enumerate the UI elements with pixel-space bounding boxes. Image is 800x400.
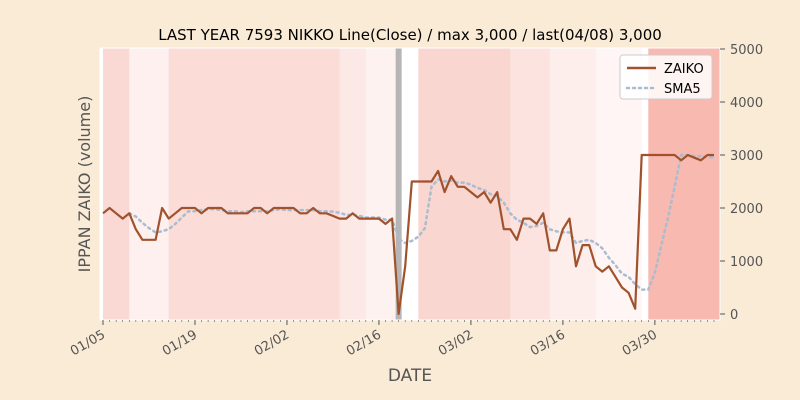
x-axis-label: DATE	[388, 366, 432, 386]
series-line-zaiko	[102, 153, 714, 316]
y-tick-label: 1000	[730, 255, 763, 270]
shaded-band-5	[418, 48, 511, 320]
shaded-band-4	[365, 48, 399, 320]
legend: ZAIKO SMA5	[619, 54, 713, 100]
y-axis-label: IPPAN ZAIKO (volume)	[75, 96, 94, 273]
chart-title: LAST YEAR 7593 NIKKO Line(Close) / max 3…	[158, 26, 662, 44]
y-tick-label: 3000	[730, 149, 763, 164]
shaded-band-7	[549, 48, 596, 320]
y-tick-label: 4000	[730, 96, 763, 111]
shaded-band-0	[103, 48, 130, 320]
event-markers	[395, 48, 402, 320]
plot-frame	[99, 47, 721, 321]
shaded-band-2	[168, 48, 340, 320]
series-lines	[102, 153, 716, 316]
y-tick-label: 5000	[730, 43, 763, 58]
legend-label-sma5: SMA5	[664, 82, 701, 97]
legend-label-zaiko: ZAIKO	[664, 62, 704, 77]
event-marker-0	[395, 48, 402, 320]
shaded-band-1	[129, 48, 169, 320]
legend-box	[619, 54, 713, 100]
shaded-bands	[103, 48, 720, 320]
plot-area	[100, 48, 720, 320]
y-tick-label: 0	[730, 308, 738, 323]
shaded-band-3	[339, 48, 366, 320]
shaded-band-6	[510, 48, 550, 320]
series-line-sma5	[128, 153, 716, 291]
y-tick-label: 2000	[730, 202, 763, 217]
